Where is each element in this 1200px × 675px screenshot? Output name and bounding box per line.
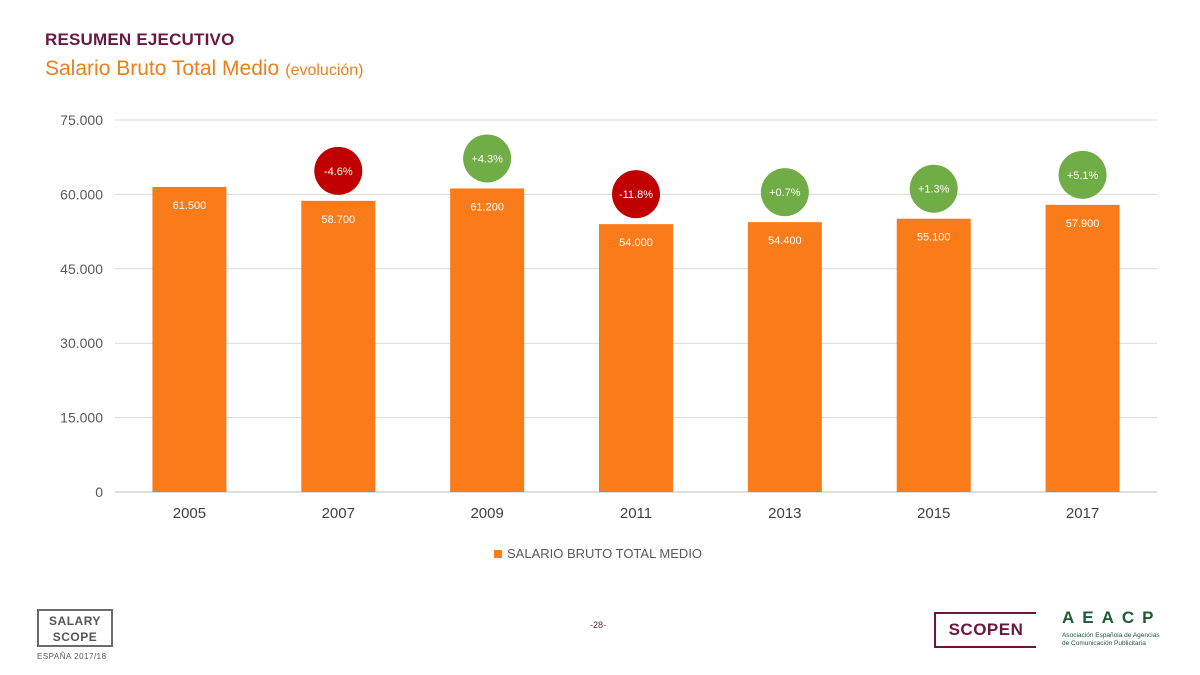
bar (301, 200, 376, 492)
y-tick-label: 45.000 (60, 261, 103, 277)
y-tick-label: 15.000 (60, 410, 103, 426)
change-bubble (909, 164, 958, 213)
y-tick-label: 75.000 (60, 112, 103, 128)
bar (599, 224, 673, 492)
change-bubble (314, 146, 363, 195)
salary-scope-logo: SALARY SCOPE (37, 609, 113, 647)
chart-title-text: Salario Bruto Total Medio (45, 57, 280, 80)
legend-label: SALARIO BRUTO TOTAL MEDIO (507, 546, 703, 561)
data-label: 54.000 (619, 237, 653, 249)
x-tick-label: 2007 (322, 505, 355, 522)
y-tick-label: 60.000 (60, 186, 103, 202)
salary-scope-edition: ESPAÑA 2017/18 (37, 652, 107, 661)
section-title: RESUMEN EJECUTIVO (45, 30, 235, 49)
x-tick-label: 2013 (768, 505, 801, 522)
bar (152, 186, 227, 492)
x-tick-label: 2017 (1066, 505, 1099, 522)
data-label: 58.700 (321, 214, 355, 226)
chart-title: Salario Bruto Total Medio (evolución) (45, 57, 364, 81)
salary-scope-line2: SCOPE (52, 630, 98, 644)
change-bubble-label: -4.6% (324, 166, 353, 178)
change-bubble-label: +5.1% (1067, 170, 1099, 182)
data-label: 61.200 (470, 201, 504, 213)
legend-swatch (494, 549, 502, 558)
salary-scope-line1: SALARY (49, 614, 101, 628)
page-number: -28- (590, 620, 607, 630)
chart-legend: SALARIO BRUTO TOTAL MEDIO (494, 546, 702, 561)
aeacp-logo: AEACP (1062, 608, 1162, 627)
chart-subtitle: (evolución) (285, 62, 364, 79)
x-tick-label: 2005 (173, 505, 206, 522)
change-bubble-label: +4.3% (471, 153, 503, 165)
x-tick-label: 2011 (620, 505, 652, 522)
aeacp-tagline: Asociación Española de Agencias de Comun… (1062, 632, 1160, 647)
data-label: 54.400 (768, 235, 802, 247)
bar (896, 218, 971, 493)
data-label: 57.900 (1066, 218, 1100, 230)
bar (450, 188, 525, 492)
x-tick-label: 2015 (917, 505, 950, 522)
change-bubble (760, 168, 809, 217)
bar (1045, 204, 1120, 493)
change-bubble-label: -11.8% (619, 189, 653, 201)
change-bubble (1058, 150, 1107, 199)
y-tick-label: 0 (95, 484, 103, 500)
bar-chart: 0 15.000 30.000 45.000 60.000 75.000 61.500 200… (60, 112, 1157, 522)
change-bubble-label: +0.7% (769, 187, 801, 199)
data-label: 55.100 (917, 232, 951, 244)
scopen-logo: SCOPEN (934, 612, 1036, 648)
y-tick-label: 30.000 (60, 335, 103, 351)
bar (747, 222, 822, 492)
change-bubble (612, 170, 660, 219)
data-label: 61.500 (173, 200, 207, 212)
change-bubble (463, 134, 512, 183)
x-tick-label: 2009 (470, 505, 503, 522)
change-bubble-label: +1.3% (918, 184, 950, 196)
